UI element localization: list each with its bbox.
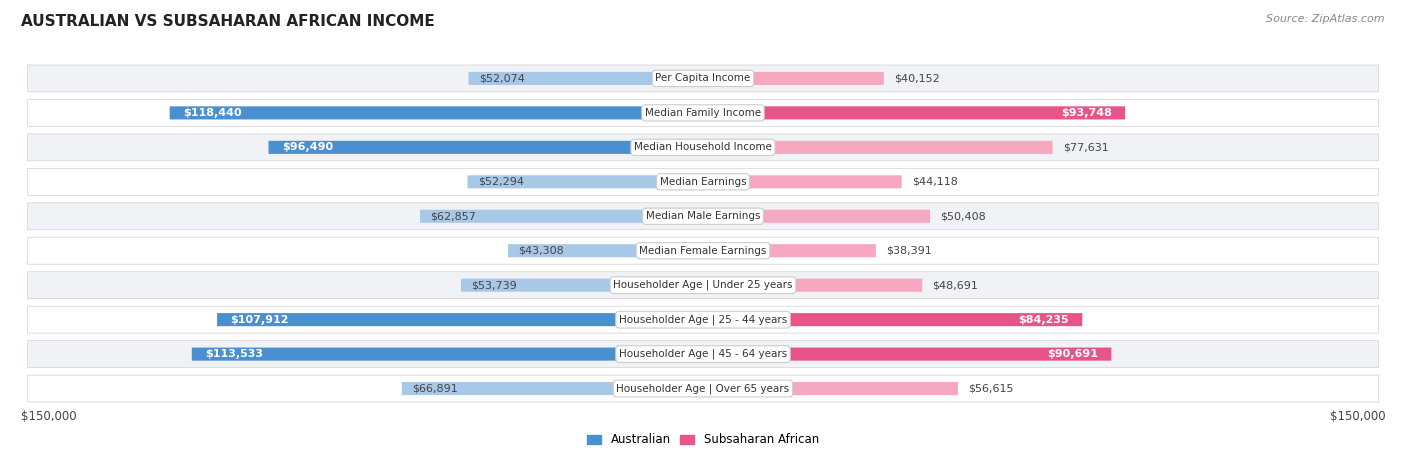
Text: $44,118: $44,118 <box>911 177 957 187</box>
Text: $50,408: $50,408 <box>941 211 986 221</box>
FancyBboxPatch shape <box>703 175 901 188</box>
FancyBboxPatch shape <box>28 203 1378 230</box>
Text: Median Male Earnings: Median Male Earnings <box>645 211 761 221</box>
FancyBboxPatch shape <box>703 347 1111 361</box>
FancyBboxPatch shape <box>703 313 1083 326</box>
Text: $66,891: $66,891 <box>412 383 458 394</box>
FancyBboxPatch shape <box>703 210 929 223</box>
FancyBboxPatch shape <box>170 106 703 120</box>
Text: $56,615: $56,615 <box>969 383 1014 394</box>
FancyBboxPatch shape <box>28 134 1378 161</box>
Text: $52,294: $52,294 <box>478 177 523 187</box>
FancyBboxPatch shape <box>703 72 884 85</box>
FancyBboxPatch shape <box>28 375 1378 402</box>
Text: Median Earnings: Median Earnings <box>659 177 747 187</box>
Legend: Australian, Subsaharan African: Australian, Subsaharan African <box>582 429 824 451</box>
Text: Median Family Income: Median Family Income <box>645 108 761 118</box>
Text: $53,739: $53,739 <box>471 280 517 290</box>
FancyBboxPatch shape <box>28 65 1378 92</box>
FancyBboxPatch shape <box>703 382 957 395</box>
FancyBboxPatch shape <box>28 340 1378 368</box>
Text: $52,074: $52,074 <box>478 73 524 84</box>
FancyBboxPatch shape <box>703 279 922 292</box>
FancyBboxPatch shape <box>420 210 703 223</box>
Text: $150,000: $150,000 <box>21 410 76 423</box>
FancyBboxPatch shape <box>191 347 703 361</box>
Text: Per Capita Income: Per Capita Income <box>655 73 751 84</box>
FancyBboxPatch shape <box>269 141 703 154</box>
Text: $93,748: $93,748 <box>1060 108 1112 118</box>
FancyBboxPatch shape <box>703 106 1125 120</box>
Text: $150,000: $150,000 <box>1330 410 1385 423</box>
Text: $118,440: $118,440 <box>183 108 242 118</box>
FancyBboxPatch shape <box>28 306 1378 333</box>
Text: $107,912: $107,912 <box>231 315 290 325</box>
Text: $43,308: $43,308 <box>519 246 564 256</box>
Text: AUSTRALIAN VS SUBSAHARAN AFRICAN INCOME: AUSTRALIAN VS SUBSAHARAN AFRICAN INCOME <box>21 14 434 29</box>
FancyBboxPatch shape <box>461 279 703 292</box>
Text: $48,691: $48,691 <box>932 280 979 290</box>
FancyBboxPatch shape <box>468 72 703 85</box>
Text: $90,691: $90,691 <box>1047 349 1098 359</box>
Text: $96,490: $96,490 <box>283 142 333 152</box>
Text: $77,631: $77,631 <box>1063 142 1108 152</box>
FancyBboxPatch shape <box>402 382 703 395</box>
FancyBboxPatch shape <box>468 175 703 188</box>
Text: Median Household Income: Median Household Income <box>634 142 772 152</box>
Text: $38,391: $38,391 <box>886 246 932 256</box>
Text: Source: ZipAtlas.com: Source: ZipAtlas.com <box>1267 14 1385 24</box>
Text: Householder Age | 45 - 64 years: Householder Age | 45 - 64 years <box>619 349 787 359</box>
Text: $62,857: $62,857 <box>430 211 477 221</box>
FancyBboxPatch shape <box>508 244 703 257</box>
FancyBboxPatch shape <box>703 244 876 257</box>
Text: Householder Age | Under 25 years: Householder Age | Under 25 years <box>613 280 793 290</box>
Text: Median Female Earnings: Median Female Earnings <box>640 246 766 256</box>
FancyBboxPatch shape <box>28 99 1378 127</box>
FancyBboxPatch shape <box>703 141 1053 154</box>
FancyBboxPatch shape <box>28 237 1378 264</box>
FancyBboxPatch shape <box>28 169 1378 195</box>
Text: $40,152: $40,152 <box>894 73 939 84</box>
Text: Householder Age | Over 65 years: Householder Age | Over 65 years <box>616 383 790 394</box>
FancyBboxPatch shape <box>28 272 1378 298</box>
FancyBboxPatch shape <box>217 313 703 326</box>
Text: Householder Age | 25 - 44 years: Householder Age | 25 - 44 years <box>619 314 787 325</box>
Text: $113,533: $113,533 <box>205 349 263 359</box>
Text: $84,235: $84,235 <box>1018 315 1069 325</box>
